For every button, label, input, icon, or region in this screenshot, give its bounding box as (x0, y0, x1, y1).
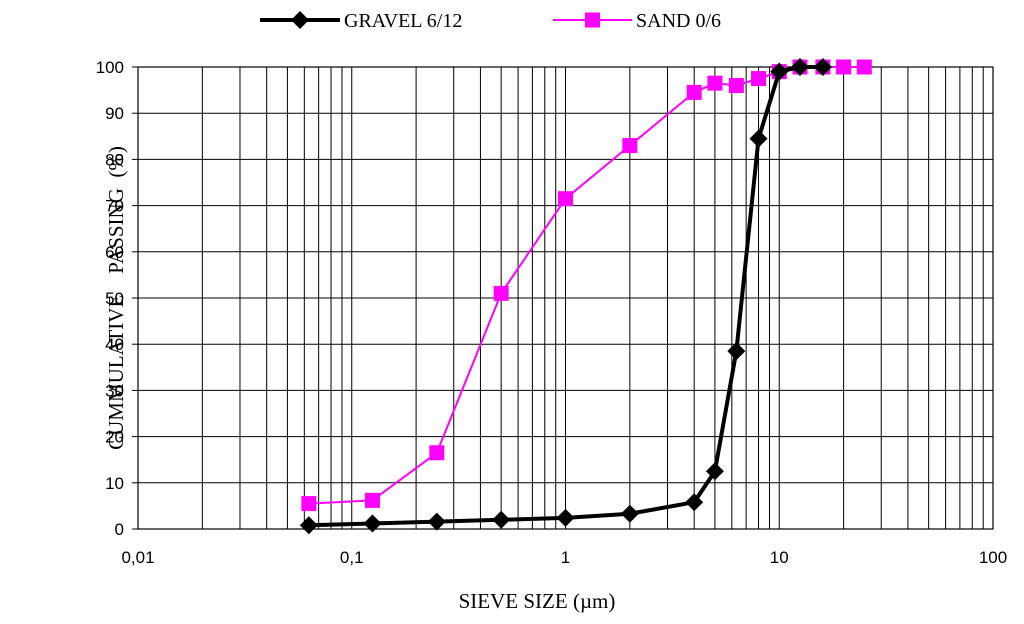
series-sand (301, 59, 872, 512)
data-point-gravel (492, 510, 511, 529)
y-axis-title: CUMMULATIVE PASSING (%) (104, 146, 128, 450)
data-point-gravel (299, 516, 318, 535)
x-axis-title: SIEVE SIZE (µm) (459, 589, 616, 613)
plot-frame (137, 66, 994, 530)
data-point-sand (751, 71, 767, 87)
data-point-gravel (685, 493, 704, 512)
data-point-sand (558, 191, 573, 207)
data-point-gravel (705, 462, 724, 481)
y-tick-label: 80 (105, 150, 124, 169)
legend-item-gravel: GRAVEL 6/12 (260, 10, 462, 32)
data-point-sand (686, 84, 702, 100)
y-tick-label: 30 (105, 381, 124, 400)
legend-label-sand: SAND 0/6 (636, 10, 721, 32)
x-tick-label: 0,01 (121, 548, 154, 567)
data-point-sand (856, 59, 872, 75)
data-point-gravel (790, 58, 809, 76)
data-point-sand (301, 496, 317, 512)
data-point-gravel (813, 58, 832, 76)
y-tick-label: 10 (105, 474, 124, 493)
x-tick-label: 100 (979, 548, 1007, 567)
data-point-gravel (556, 508, 575, 527)
data-point-sand (707, 75, 723, 91)
data-point-sand (836, 59, 852, 75)
x-tick-label: 1 (561, 548, 570, 567)
legend-label-gravel: GRAVEL 6/12 (344, 10, 462, 32)
data-point-sand (493, 285, 509, 301)
data-point-sand (429, 445, 445, 461)
x-tick-label: 0,1 (340, 548, 364, 567)
legend-item-sand: SAND 0/6 (553, 10, 721, 32)
data-point-gravel (427, 512, 446, 531)
series-gravel (299, 58, 832, 535)
series-line-sand (308, 66, 865, 505)
y-tick-label: 50 (105, 289, 124, 308)
legend-marker-gravel (291, 11, 309, 29)
y-tick-label: 60 (105, 243, 124, 262)
data-point-gravel (620, 504, 639, 523)
y-tick-labels: 0 10 20 30 40 50 60 70 80 90 100 (96, 58, 124, 539)
y-tick-label: 40 (105, 335, 124, 354)
legend: GRAVEL 6/12 SAND 0/6 (260, 10, 721, 32)
data-point-sand (364, 492, 380, 508)
legend-marker-sand (585, 12, 600, 28)
series-layer (299, 58, 872, 535)
y-tick-label: 90 (105, 104, 124, 123)
data-point-gravel (363, 514, 382, 533)
data-point-gravel (727, 342, 746, 361)
data-point-gravel (749, 129, 768, 148)
grid (132, 66, 994, 530)
x-tick-labels: 0,01 0,1 1 10 100 (121, 548, 1007, 567)
data-point-sand (622, 138, 638, 154)
y-tick-label: 20 (105, 428, 124, 447)
y-tick-label: 70 (105, 197, 124, 216)
data-point-sand (728, 77, 744, 93)
x-tick-label: 10 (770, 548, 789, 567)
y-tick-label: 100 (96, 58, 124, 77)
y-tick-label: 0 (115, 520, 124, 539)
data-point-gravel (770, 62, 789, 81)
